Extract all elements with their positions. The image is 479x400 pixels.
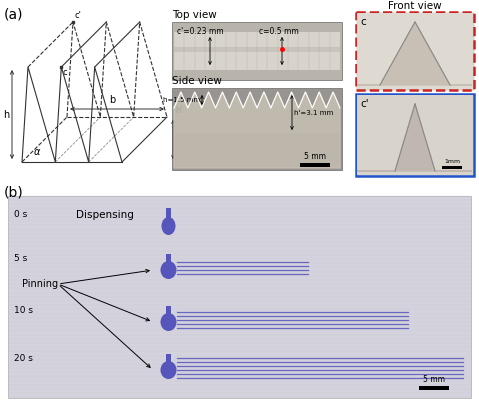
Bar <box>356 94 474 176</box>
Text: h': h' <box>175 106 182 115</box>
Text: c=0.5 mm: c=0.5 mm <box>259 27 299 36</box>
Bar <box>166 354 171 364</box>
Text: h: h <box>3 110 9 120</box>
Text: Front view: Front view <box>388 1 442 11</box>
Ellipse shape <box>160 261 176 279</box>
Bar <box>300 163 330 167</box>
Bar <box>419 386 449 390</box>
Text: 0 s: 0 s <box>14 210 27 219</box>
Text: Pinning: Pinning <box>22 279 58 289</box>
Bar <box>357 13 473 89</box>
Bar <box>356 12 474 90</box>
Text: Side view: Side view <box>172 76 222 86</box>
Text: c': c' <box>75 11 82 20</box>
Text: 5 mm: 5 mm <box>423 375 445 384</box>
Text: (a): (a) <box>4 8 23 22</box>
Bar <box>174 47 340 52</box>
Ellipse shape <box>160 361 176 379</box>
Bar <box>172 22 342 80</box>
Text: Dispensing: Dispensing <box>76 210 134 220</box>
Text: 5 s: 5 s <box>14 254 27 263</box>
Bar <box>357 95 473 175</box>
Bar <box>442 166 462 169</box>
Text: α: α <box>34 147 40 157</box>
Bar <box>172 88 342 170</box>
Text: h'=3.1 mm: h'=3.1 mm <box>294 110 333 116</box>
Bar <box>174 133 340 168</box>
Polygon shape <box>174 92 340 168</box>
Text: h=1.5 mm: h=1.5 mm <box>163 97 200 103</box>
Text: c: c <box>62 68 67 77</box>
Text: 20 s: 20 s <box>14 354 33 363</box>
Text: (b): (b) <box>4 185 24 199</box>
Text: c: c <box>360 17 366 27</box>
Ellipse shape <box>160 313 176 331</box>
Text: 1mm: 1mm <box>444 159 460 164</box>
Bar <box>166 208 171 218</box>
Bar <box>166 254 171 264</box>
Text: 10 s: 10 s <box>14 306 33 315</box>
Text: 5 mm: 5 mm <box>304 152 326 161</box>
Ellipse shape <box>161 217 175 235</box>
Text: Top view: Top view <box>172 10 217 20</box>
Text: c': c' <box>360 99 369 109</box>
Bar <box>174 32 340 70</box>
Polygon shape <box>357 22 472 85</box>
Bar <box>166 306 171 316</box>
Bar <box>8 196 471 398</box>
Text: c'=0.23 mm: c'=0.23 mm <box>177 27 224 36</box>
Text: b: b <box>109 95 115 105</box>
Polygon shape <box>357 104 472 171</box>
